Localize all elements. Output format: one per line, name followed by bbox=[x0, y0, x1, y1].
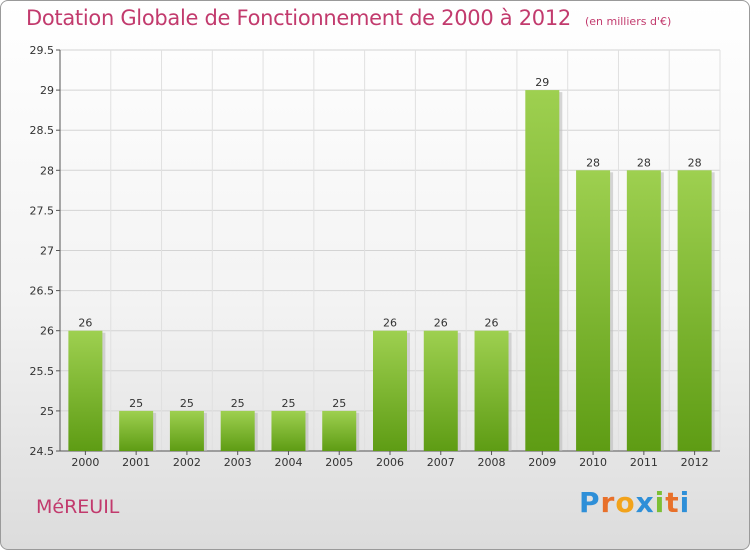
y-tick-label: 26 bbox=[40, 325, 54, 338]
data-label: 28 bbox=[586, 156, 600, 169]
bar bbox=[576, 170, 611, 452]
bar bbox=[423, 330, 458, 451]
logo-letter: t bbox=[665, 486, 680, 519]
bar bbox=[271, 410, 306, 451]
data-label: 29 bbox=[535, 76, 549, 89]
bar bbox=[169, 410, 204, 451]
logo-letter: P bbox=[579, 486, 601, 519]
x-tick-label: 2000 bbox=[71, 456, 99, 469]
bar bbox=[68, 330, 103, 451]
x-tick-label: 2011 bbox=[630, 456, 658, 469]
y-tick-label: 25.5 bbox=[30, 365, 55, 378]
data-label: 25 bbox=[281, 397, 295, 410]
logo-letter: i bbox=[654, 486, 666, 519]
y-tick-label: 28.5 bbox=[30, 124, 55, 137]
bar bbox=[474, 330, 509, 451]
y-tick-label: 25 bbox=[40, 405, 54, 418]
x-tick-label: 2012 bbox=[681, 456, 709, 469]
proxiti-logo: Proxiti bbox=[579, 486, 690, 519]
y-tick-label: 24.5 bbox=[30, 445, 55, 458]
commune-name: MéREUIL bbox=[36, 496, 120, 518]
x-tick-label: 2005 bbox=[325, 456, 353, 469]
data-label: 26 bbox=[383, 317, 397, 330]
chart-title: Dotation Globale de Fonctionnement de 20… bbox=[26, 6, 571, 30]
chart-header: Dotation Globale de Fonctionnement de 20… bbox=[26, 6, 671, 30]
x-tick-label: 2006 bbox=[376, 456, 404, 469]
y-tick-label: 29 bbox=[40, 84, 54, 97]
x-tick-label: 2003 bbox=[224, 456, 252, 469]
logo-letter: i bbox=[679, 486, 691, 519]
x-tick-label: 2008 bbox=[478, 456, 506, 469]
bar bbox=[220, 410, 255, 451]
logo-letter: x bbox=[635, 486, 655, 519]
x-tick-label: 2002 bbox=[173, 456, 201, 469]
y-tick-label: 29.5 bbox=[30, 44, 55, 57]
x-tick-label: 2007 bbox=[427, 456, 455, 469]
bar bbox=[677, 170, 712, 452]
data-label: 25 bbox=[231, 397, 245, 410]
x-tick-label: 2009 bbox=[528, 456, 556, 469]
logo-letter: o bbox=[615, 486, 636, 519]
y-tick-label: 26.5 bbox=[30, 285, 55, 298]
data-label: 26 bbox=[78, 317, 92, 330]
data-label: 25 bbox=[180, 397, 194, 410]
bars bbox=[68, 90, 715, 452]
data-label: 26 bbox=[485, 317, 499, 330]
bar bbox=[322, 410, 357, 451]
chart-subtitle: (en milliers d'€) bbox=[584, 15, 672, 28]
data-label: 26 bbox=[434, 317, 448, 330]
bar bbox=[626, 170, 661, 452]
bar bbox=[373, 330, 407, 451]
data-label: 28 bbox=[688, 156, 702, 169]
x-tick-label: 2001 bbox=[122, 456, 150, 469]
logo-letter: r bbox=[600, 486, 616, 519]
bar bbox=[119, 410, 154, 451]
bar bbox=[525, 90, 560, 451]
y-tick-label: 27.5 bbox=[30, 204, 55, 217]
x-tick-label: 2004 bbox=[274, 456, 302, 469]
data-label: 28 bbox=[637, 156, 651, 169]
data-label: 25 bbox=[332, 397, 346, 410]
x-tick-label: 2010 bbox=[579, 456, 607, 469]
data-label: 25 bbox=[129, 397, 143, 410]
y-tick-label: 27 bbox=[40, 245, 54, 258]
labels: 24.5 25 25.5 26 26.5 27 27.5 28 28.5 29 29.5 2000 26… bbox=[30, 44, 709, 469]
y-tick-label: 28 bbox=[40, 164, 54, 177]
